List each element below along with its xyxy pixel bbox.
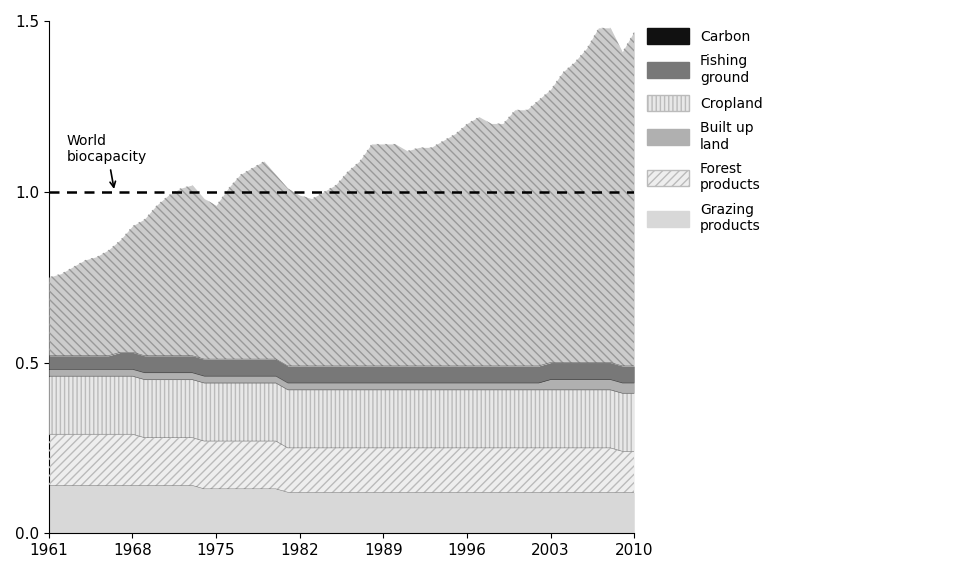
Legend: Carbon, Fishing
ground, Cropland, Built up
land, Forest
products, Grazing
produc: Carbon, Fishing ground, Cropland, Built … <box>647 28 763 233</box>
Text: World
biocapacity: World biocapacity <box>67 134 147 187</box>
